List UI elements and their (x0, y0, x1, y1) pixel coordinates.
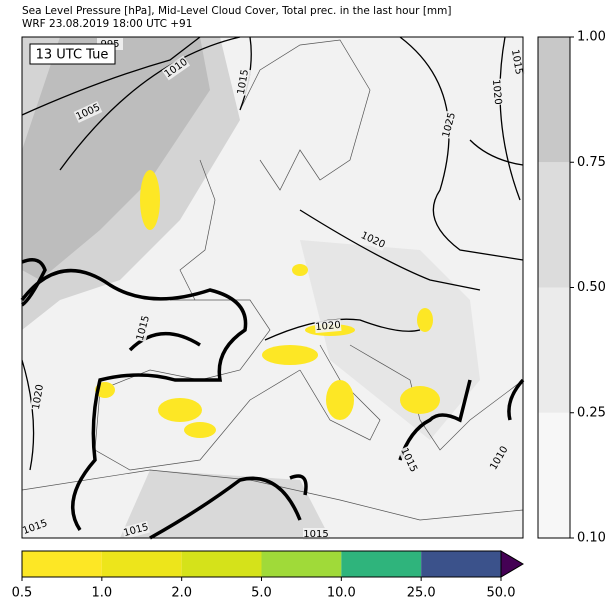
contour-label-bg (358, 229, 388, 251)
precip-band (22, 551, 102, 577)
contour-label-bg (29, 383, 47, 411)
cloud-tick-label: 0.75 (577, 155, 606, 170)
cloud-band (538, 37, 570, 163)
contour-label-bg (303, 528, 329, 540)
subtitle: WRF 23.08.2019 18:00 UTC +91 (22, 18, 192, 30)
contour-label-bg (489, 78, 505, 106)
contour-label-bg (121, 520, 151, 540)
contour-label-bg (161, 55, 191, 81)
precip-over (500, 550, 524, 578)
contour-label: 1020 (490, 79, 503, 105)
precip-band (341, 551, 422, 577)
contour-label: 1015 (509, 49, 524, 76)
contour-label-bg (314, 318, 342, 334)
cloud-band (538, 162, 570, 288)
precip-tick-label: 25.0 (407, 586, 436, 601)
precip-band (261, 551, 342, 577)
precip-tick-label: 2.0 (171, 586, 192, 601)
contour-label-bg (73, 101, 103, 123)
contour-label-bg (234, 68, 252, 96)
precip-tick-label: 10.0 (327, 586, 356, 601)
precip-band (421, 551, 501, 577)
contour-label-bg (487, 443, 511, 473)
cloud-tick-label: 0.10 (577, 531, 606, 546)
contour-label-bg (20, 516, 50, 538)
contour-label-bg (398, 445, 420, 475)
cloud-tick-label: 0.50 (577, 280, 606, 295)
precip-colorbar: 0.5 1.0 2.0 5.0 10.0 25.0 50.0 (12, 550, 524, 601)
contour-label-bg (133, 313, 153, 343)
contour-label: 1020 (31, 384, 46, 411)
precip-band (101, 551, 182, 577)
precip-tick-label: 50.0 (487, 586, 516, 601)
precip-tick-label: 1.0 (91, 586, 112, 601)
time-label: 13 UTC Tue (36, 48, 109, 63)
contour-label: 1020 (315, 320, 341, 333)
contour-label-bg (439, 110, 459, 140)
title: Sea Level Pressure [hPa], Mid-Level Clou… (22, 5, 452, 17)
cloud-tick-label: 0.25 (577, 405, 606, 420)
cloud-band (538, 412, 570, 538)
map: 9951010100510151020102510201015102010201… (20, 36, 526, 540)
cloud-band (538, 287, 570, 413)
precip-tick-label: 0.5 (12, 586, 33, 601)
precip-band (181, 551, 262, 577)
cloud-tick-label: 1.00 (577, 30, 606, 45)
contour-label: 1015 (236, 69, 251, 96)
precip-tick-label: 5.0 (251, 586, 272, 601)
cloud-colorbar: 0.10 0.25 0.50 0.75 1.00 (537, 30, 606, 546)
contour-label: 1015 (303, 529, 328, 540)
contour-label-bg (508, 48, 526, 76)
